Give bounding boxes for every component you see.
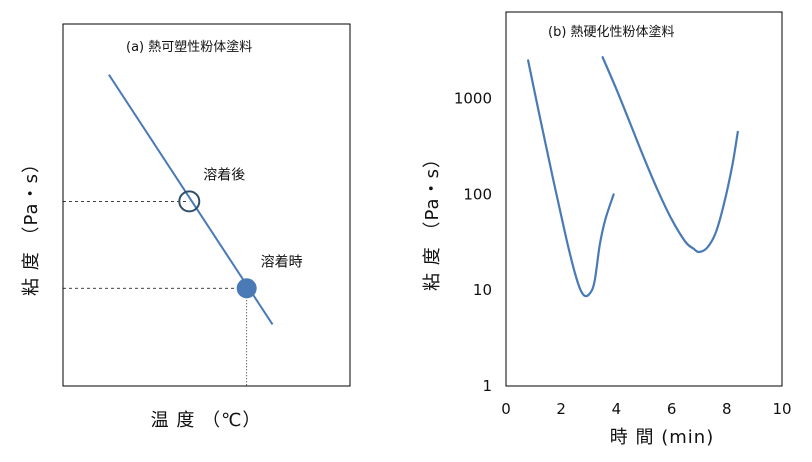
panel-b-xtick-label: 0 <box>501 400 511 418</box>
panel-b-xtick-label: 6 <box>667 400 677 418</box>
panel-b-ytick-label: 1 <box>482 377 492 395</box>
panel-b-series-line-1 <box>601 56 739 254</box>
panel-a-ylabel: 粘 度 （Pa・s） <box>21 154 42 296</box>
panel-b-xticks: 0 2 4 6 8 10 <box>501 400 791 418</box>
panel-a-title: (a) 熱可塑性粉体塗料 <box>126 39 252 55</box>
panel-b-ytick-label: 1000 <box>454 90 492 108</box>
panel-b-xtick-label: 4 <box>612 400 622 418</box>
panel-b-ylabel: 粘 度 （Pa・s） <box>422 149 443 291</box>
panel-a-annotation-label: 溶着時 <box>261 254 303 270</box>
panel-b-ytick-label: 100 <box>463 185 492 203</box>
panel-b-xtick-label: 8 <box>722 400 732 418</box>
panel-b-yticks: 1 10 100 1000 <box>454 90 492 395</box>
panel-b-xlabel: 時 間 (min) <box>610 427 714 448</box>
panel-b-title: (b) 熱硬化性粉体塗料 <box>548 24 675 40</box>
panel-b-ytick-label: 10 <box>473 281 492 299</box>
panel-a-marker-hollow <box>178 190 201 213</box>
panel-a-annotation-label: 溶着後 <box>203 167 245 183</box>
panel-a-xlabel: 温 度 （℃） <box>151 410 262 431</box>
panel-b-xtick-label: 2 <box>556 400 566 418</box>
panel-b: (b) 熱硬化性粉体塗料 時 間 (min) 粘 度 （Pa・s） 0 2 4 6 8 1… <box>422 11 792 448</box>
panel-b-series-line-0 <box>527 59 615 298</box>
panel-a-guides <box>63 200 248 386</box>
panel-a-frame <box>62 23 351 387</box>
panel-b-xtick-label: 10 <box>772 400 791 418</box>
panel-b-frame <box>505 11 783 387</box>
panel-b-lines <box>527 56 739 298</box>
panel-a-marker-filled <box>236 278 257 299</box>
